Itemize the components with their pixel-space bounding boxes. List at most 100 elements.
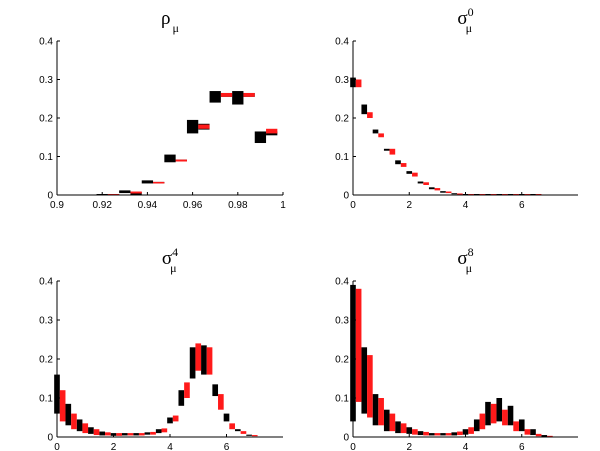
x-tick-label: 4 [167,442,173,451]
bar [186,119,199,134]
bar [400,423,407,434]
bar [535,433,542,437]
bar [93,429,100,436]
y-tick-label: 0.1 [39,152,53,163]
bar [462,429,469,435]
bar [71,413,77,430]
bar [153,181,165,184]
bar [417,181,424,184]
bar [240,431,247,434]
bar [434,188,441,191]
bar [246,434,252,436]
y-tick-label: 0.4 [39,37,53,48]
bar [468,427,474,434]
x-tick-label: 0.9 [50,200,64,211]
series-black [350,77,536,195]
y-tick-label: 0.1 [335,394,349,405]
bar [105,432,111,436]
series-black [96,91,278,195]
y-tick-label: 0 [343,433,349,444]
x-tick-label: 4 [463,200,469,211]
bar [479,413,486,430]
y-tick-label: 0.4 [335,37,349,48]
panel-title: σ4 μ [162,245,178,275]
bar [485,401,491,426]
bar [144,432,151,435]
bar [232,91,244,105]
y-tick-label: 0 [343,191,349,202]
bar [457,431,463,436]
bar [212,384,219,397]
bar [440,433,446,436]
bar [138,433,145,436]
bar [367,355,373,418]
y-tick-label: 0.1 [39,394,53,405]
bar [161,428,168,433]
bar [406,171,413,174]
x-tick-label: 0.94 [138,200,158,211]
bar [423,431,429,436]
bar [119,190,131,194]
y-tick-label: 0.2 [39,355,53,366]
x-tick-label: 4 [463,442,469,451]
bar [490,403,497,424]
bar [189,347,196,379]
bar [513,421,519,432]
bar [496,398,503,422]
bar [507,405,514,426]
bar [121,433,128,436]
bar [389,148,396,155]
bar [223,413,230,422]
y-tick-label: 0.4 [39,277,53,288]
bar [451,432,458,436]
bar [175,159,187,162]
bar [457,193,463,195]
bar [367,112,373,118]
bar [130,191,142,194]
bar [412,172,418,177]
bar [155,429,162,434]
x-tick-label: 0 [350,442,356,451]
bar [266,128,278,134]
bar [400,163,407,167]
y-tick-label: 0.3 [39,316,53,327]
bar [445,433,452,436]
bar [355,79,362,88]
x-tick-label: 0.98 [228,200,248,211]
y-tick-label: 0.2 [335,355,349,366]
x-tick-label: 6 [519,442,525,451]
bar [88,427,94,434]
x-tick-label: 0.92 [92,200,112,211]
y-tick-label: 0 [47,191,53,202]
bar [412,429,418,435]
y-tick-label: 0.1 [335,152,349,163]
bar [141,180,154,184]
bar [178,390,185,406]
bar [372,394,379,426]
bar [440,191,446,193]
bar [59,390,66,422]
bar [243,92,255,97]
series-red [355,79,542,195]
bar [383,148,390,151]
y-tick-label: 0.4 [335,277,349,288]
y-tick-label: 0 [47,433,53,444]
x-tick-label: 0.96 [183,200,203,211]
bar [218,394,224,410]
y-tick-label: 0.3 [39,75,53,86]
bar [254,131,267,144]
x-tick-label: 2 [406,200,412,211]
x-tick-label: 0 [350,200,356,211]
x-tick-label: 6 [519,200,525,211]
bar [164,154,176,163]
bar [82,423,89,434]
panel-sigma-mu-8: 0 0.1 0.2 0.3 0.4 0 2 4 6 σ8 μ [335,245,578,451]
bar [209,91,221,103]
bar [428,187,435,190]
bar [423,182,429,185]
bar [198,124,210,129]
bar [361,347,368,414]
bar [206,347,213,375]
bar [361,104,368,115]
